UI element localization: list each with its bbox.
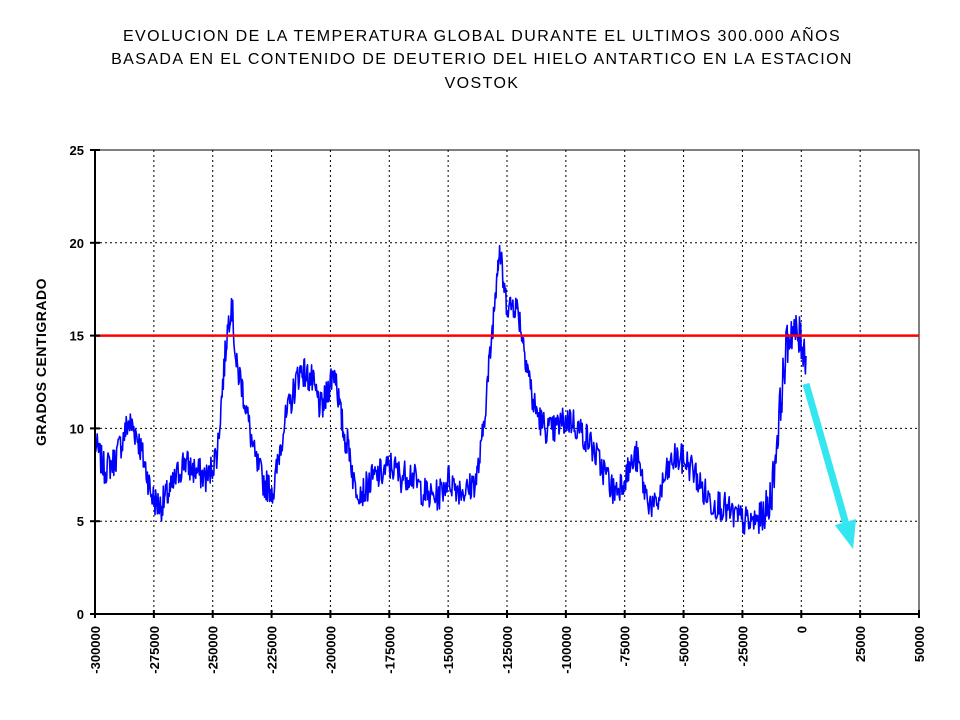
overlay-layer	[95, 334, 919, 550]
x-tick-label: -125000	[500, 626, 515, 674]
x-tick-label: -75000	[618, 626, 633, 666]
series-layer	[95, 244, 807, 535]
trend-arrow-head	[834, 519, 856, 550]
temperature-series-line	[95, 244, 807, 535]
x-tick-label: -150000	[441, 626, 456, 674]
x-tick-label: -175000	[382, 626, 397, 674]
x-tick-label: -50000	[677, 626, 692, 666]
x-tick-label: -250000	[206, 626, 221, 674]
x-tick-label: 25000	[853, 626, 868, 662]
x-tick-label: -225000	[265, 626, 280, 674]
y-tick-label: 20	[70, 236, 84, 251]
x-tick-label: 50000	[912, 626, 927, 662]
y-tick-label: 5	[77, 514, 84, 529]
y-tick-label: 25	[70, 143, 84, 158]
chart-title-line-3: VOSTOK	[445, 75, 520, 92]
y-axis-label: GRADOS CENTIGRADO	[33, 278, 49, 446]
chart-title-line-2: BASADA EN EL CONTENIDO DE DEUTERIO DEL H…	[111, 51, 853, 68]
trend-arrow-shaft	[802, 382, 849, 524]
gridlines	[95, 150, 919, 614]
x-tick-label: -25000	[735, 626, 750, 666]
y-tick-label: 0	[77, 607, 84, 622]
y-tick-label: 10	[70, 421, 84, 436]
x-tick-label: -200000	[323, 626, 338, 674]
x-tick-label: -275000	[147, 626, 162, 674]
y-tick-label: 15	[70, 329, 84, 344]
x-tick-label: -300000	[88, 626, 103, 674]
chart-title-line-1: EVOLUCION DE LA TEMPERATURA GLOBAL DURAN…	[123, 25, 841, 45]
x-tick-label: 0	[794, 626, 809, 633]
x-tick-label: -100000	[559, 626, 574, 674]
